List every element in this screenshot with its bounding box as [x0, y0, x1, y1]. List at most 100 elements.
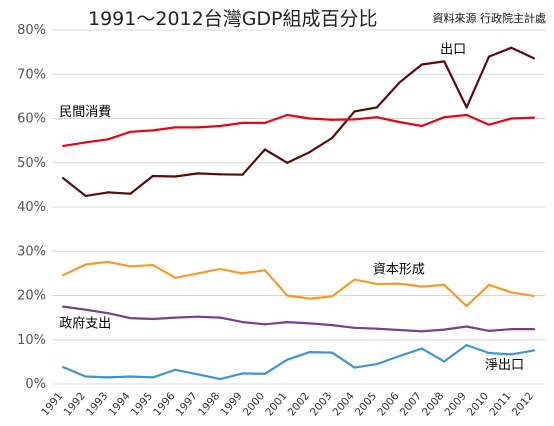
data-point [510, 46, 513, 49]
data-point [263, 269, 266, 272]
data-point [62, 274, 65, 277]
data-point [196, 172, 199, 175]
y-tick-label: 40% [17, 200, 46, 215]
data-point [241, 272, 244, 275]
data-point [151, 129, 154, 132]
data-point [106, 376, 110, 379]
data-point [465, 113, 468, 117]
x-tick-label: 1998 [196, 390, 222, 418]
data-point [218, 378, 222, 381]
data-point [398, 355, 401, 358]
data-point [196, 126, 199, 129]
x-tick-label: 1994 [106, 390, 133, 418]
data-point [218, 267, 222, 271]
data-point [106, 138, 110, 141]
data-point [151, 263, 154, 267]
x-tick-label: 1999 [218, 390, 244, 418]
x-tick-label: 2010 [465, 390, 491, 418]
y-tick-label: 80% [17, 23, 46, 38]
data-point [375, 116, 379, 119]
series-group [62, 46, 535, 198]
data-point [487, 55, 491, 58]
series-lines [62, 46, 535, 381]
data-point [510, 117, 513, 120]
x-tick-label: 2011 [487, 390, 513, 418]
data-point [241, 173, 244, 176]
data-point [510, 353, 513, 356]
data-point [465, 325, 468, 328]
series-line [62, 305, 535, 333]
data-point [62, 305, 65, 308]
data-point [398, 282, 401, 285]
series-group [62, 305, 535, 333]
data-point [532, 294, 535, 298]
data-point [487, 123, 491, 126]
series-label: 淨出口 [485, 358, 524, 373]
data-point [151, 376, 154, 379]
x-tick-label: 2000 [241, 390, 267, 418]
data-point [129, 192, 132, 195]
data-point [263, 121, 266, 125]
data-point [465, 305, 468, 308]
data-point [420, 347, 423, 350]
y-tick-label: 70% [17, 67, 46, 82]
grid-lines [52, 29, 545, 385]
x-tick-label: 2012 [510, 390, 536, 418]
y-tick-label: 10% [17, 333, 46, 348]
data-point [398, 120, 401, 124]
data-point [487, 329, 491, 332]
data-point [84, 263, 87, 266]
data-point [532, 328, 535, 331]
data-point [241, 121, 244, 125]
series-group [62, 343, 535, 381]
chart-title: 1991～2012台灣GDP組成百分比 [88, 8, 378, 30]
data-point [106, 191, 110, 194]
data-point [84, 141, 87, 144]
data-point [196, 315, 199, 318]
data-point [263, 148, 266, 151]
data-point [286, 320, 289, 324]
data-point [218, 173, 222, 176]
data-point [151, 174, 154, 178]
y-tick-label: 20% [17, 289, 46, 304]
data-point [331, 324, 334, 327]
series-line [62, 344, 535, 381]
data-point [129, 316, 132, 320]
data-point [465, 106, 468, 109]
x-tick-label: 2003 [308, 390, 334, 418]
data-point [106, 260, 110, 263]
series-line [62, 113, 535, 147]
x-tick-label: 2005 [353, 390, 379, 418]
data-point [286, 358, 289, 361]
data-point [84, 308, 87, 311]
data-point [443, 328, 446, 331]
data-point [420, 285, 423, 288]
series-line [62, 46, 535, 197]
series-label: 出口 [440, 42, 466, 57]
data-point [308, 351, 311, 354]
series-label: 資本形成 [373, 262, 425, 277]
data-point [443, 116, 446, 119]
data-point [510, 291, 513, 294]
x-tick-label: 2007 [398, 390, 424, 418]
data-point [443, 283, 446, 286]
data-point [196, 272, 199, 275]
y-tick-label: 50% [17, 156, 46, 171]
data-point [375, 282, 379, 286]
data-point [353, 326, 356, 329]
data-point [286, 294, 289, 297]
x-tick-label: 1996 [151, 390, 178, 418]
x-tick-label: 1992 [62, 390, 88, 418]
data-point [174, 126, 177, 129]
chart-source: 資料來源 行政院主計處 [432, 12, 547, 25]
x-tick-label: 1993 [84, 390, 110, 418]
data-point [375, 106, 379, 109]
data-point [84, 375, 87, 378]
data-point [375, 362, 379, 366]
data-point [532, 57, 535, 60]
data-point [487, 283, 491, 286]
data-point [84, 194, 87, 198]
data-point [532, 116, 535, 119]
x-axis-ticks: 1991199219931994199519961997199819992000… [39, 390, 536, 418]
